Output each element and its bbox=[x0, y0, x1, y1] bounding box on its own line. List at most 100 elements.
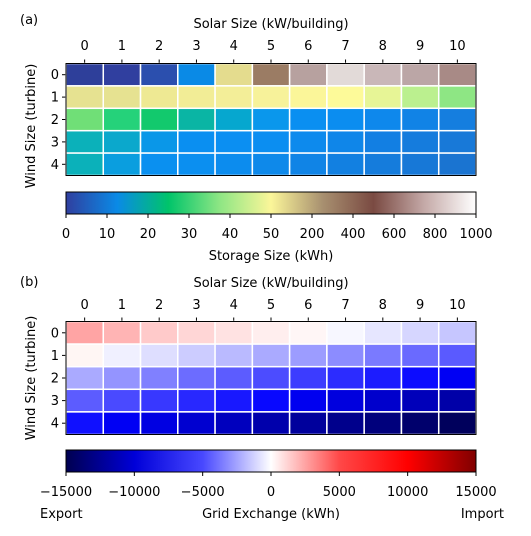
heatmap-cell bbox=[65, 152, 105, 177]
x-tick-label: 3 bbox=[192, 39, 200, 54]
heatmap-cell bbox=[214, 129, 254, 154]
colorbar-end-label-left: Export bbox=[40, 507, 83, 522]
heatmap-cell bbox=[102, 343, 142, 368]
heatmap-cell bbox=[139, 129, 179, 154]
heatmap-cell bbox=[177, 388, 216, 413]
y-axis-title-b: Wind Size (turbine) bbox=[24, 316, 39, 441]
heatmap-cell bbox=[65, 129, 105, 154]
heatmap-cell bbox=[214, 85, 254, 110]
x-tick-label: 8 bbox=[379, 39, 387, 54]
x-tick-label: 9 bbox=[416, 298, 424, 313]
heatmap-cell bbox=[251, 320, 291, 345]
heatmap-cell bbox=[177, 320, 216, 345]
colorbar-tick-label: 15000 bbox=[455, 485, 496, 500]
heatmap-cell bbox=[102, 320, 142, 345]
y-tick-label: 3 bbox=[51, 135, 59, 150]
heatmap-cells-a bbox=[65, 62, 477, 177]
plot-frame-b bbox=[65, 321, 477, 435]
heatmap-cell bbox=[177, 129, 216, 154]
heatmap-cell bbox=[400, 107, 440, 132]
heatmap-cell bbox=[65, 320, 105, 345]
colorbar-a bbox=[65, 191, 477, 215]
heatmap-cell bbox=[251, 388, 291, 413]
colorbar-tick-label: −10000 bbox=[108, 485, 160, 500]
x-tick-labels-b: 0 1 2 3 4 5 6 7 8 9 10 bbox=[80, 298, 466, 322]
heatmap-cell bbox=[400, 62, 440, 87]
heatmap-cell bbox=[251, 107, 291, 132]
heatmap-cell bbox=[102, 129, 142, 154]
heatmap-cell bbox=[326, 85, 365, 110]
colorbar-tick-label: 50 bbox=[263, 227, 280, 242]
heatmap-cell bbox=[177, 411, 216, 436]
y-tick-label: 2 bbox=[51, 113, 59, 128]
y-tick-labels-a: 0 1 2 3 4 bbox=[51, 68, 66, 173]
y-tick-label: 4 bbox=[51, 417, 59, 432]
x-axis-title-b: Solar Size (kW/building) bbox=[193, 276, 348, 291]
heatmap-cell bbox=[177, 85, 216, 110]
heatmap-cell bbox=[251, 85, 291, 110]
heatmap-cell bbox=[326, 62, 365, 87]
heatmap-cell bbox=[363, 107, 403, 132]
heatmap-cell bbox=[326, 320, 365, 345]
heatmap-cell bbox=[400, 343, 440, 368]
colorbar-tick-label: 0 bbox=[267, 485, 275, 500]
colorbar-title-a: Storage Size (kWh) bbox=[209, 249, 334, 264]
x-tick-label: 1 bbox=[118, 298, 126, 313]
heatmap-cell bbox=[65, 411, 105, 436]
x-tick-label: 2 bbox=[155, 298, 163, 313]
panel-label-b: (b) bbox=[20, 275, 38, 290]
heatmap-cell bbox=[437, 320, 477, 345]
heatmap-cell bbox=[437, 62, 477, 87]
heatmap-cell bbox=[363, 152, 403, 177]
heatmap-cell bbox=[400, 388, 440, 413]
y-axis-title-a: Wind Size (turbine) bbox=[24, 64, 39, 189]
colorbar-tick-label: 10 bbox=[99, 227, 116, 242]
heatmap-cell bbox=[437, 388, 477, 413]
heatmap-cell bbox=[326, 365, 365, 391]
heatmap-cell bbox=[437, 107, 477, 132]
heatmap-cell bbox=[65, 62, 105, 87]
plot-frame-a bbox=[65, 63, 477, 176]
colorbar-tick-label: 40 bbox=[222, 227, 239, 242]
x-tick-labels-a: 0 1 2 3 4 5 6 7 8 9 10 bbox=[80, 39, 466, 64]
colorbar-tick-label: 0 bbox=[62, 227, 70, 242]
heatmap-cell bbox=[102, 62, 142, 87]
heatmap-cell bbox=[363, 343, 403, 368]
x-tick-label: 1 bbox=[118, 39, 126, 54]
heatmap-cell bbox=[102, 85, 142, 110]
heatmap-cell bbox=[139, 152, 179, 177]
heatmap-cell bbox=[288, 107, 328, 132]
heatmap-cell bbox=[437, 85, 477, 110]
heatmap-cell bbox=[102, 152, 142, 177]
colorbar-title-b: Grid Exchange (kWh) bbox=[202, 507, 340, 522]
heatmap-cell bbox=[400, 365, 440, 391]
heatmap-cell bbox=[326, 411, 365, 436]
heatmap-cell bbox=[363, 320, 403, 345]
x-tick-label: 5 bbox=[267, 298, 275, 313]
colorbar-b bbox=[65, 449, 477, 473]
colorbar-tick-labels-a: 0 10 20 30 40 50 200 400 600 800 1000 bbox=[62, 214, 493, 242]
x-tick-label: 0 bbox=[80, 39, 88, 54]
heatmap-cell bbox=[177, 62, 216, 87]
heatmap-cell bbox=[288, 411, 328, 436]
colorbar-tick-label: −15000 bbox=[40, 485, 92, 500]
x-tick-label: 0 bbox=[80, 298, 88, 313]
colorbar-tick-label: −5000 bbox=[181, 485, 225, 500]
colorbar-tick-label: 1000 bbox=[459, 227, 492, 242]
heatmap-cell bbox=[400, 85, 440, 110]
x-tick-label: 7 bbox=[341, 39, 349, 54]
heatmap-cell bbox=[326, 152, 365, 177]
heatmap-cell bbox=[400, 129, 440, 154]
heatmap-cell bbox=[437, 152, 477, 177]
y-tick-label: 0 bbox=[51, 68, 59, 83]
colorbar-tick-label: 10000 bbox=[387, 485, 428, 500]
heatmap-cell bbox=[65, 365, 105, 391]
heatmap-cell bbox=[65, 85, 105, 110]
heatmap-cell bbox=[214, 365, 254, 391]
heatmap-cell bbox=[139, 388, 179, 413]
heatmap-cell bbox=[400, 320, 440, 345]
heatmap-cell bbox=[437, 411, 477, 436]
heatmap-cell bbox=[139, 411, 179, 436]
colorbar-tick-label: 5000 bbox=[323, 485, 356, 500]
